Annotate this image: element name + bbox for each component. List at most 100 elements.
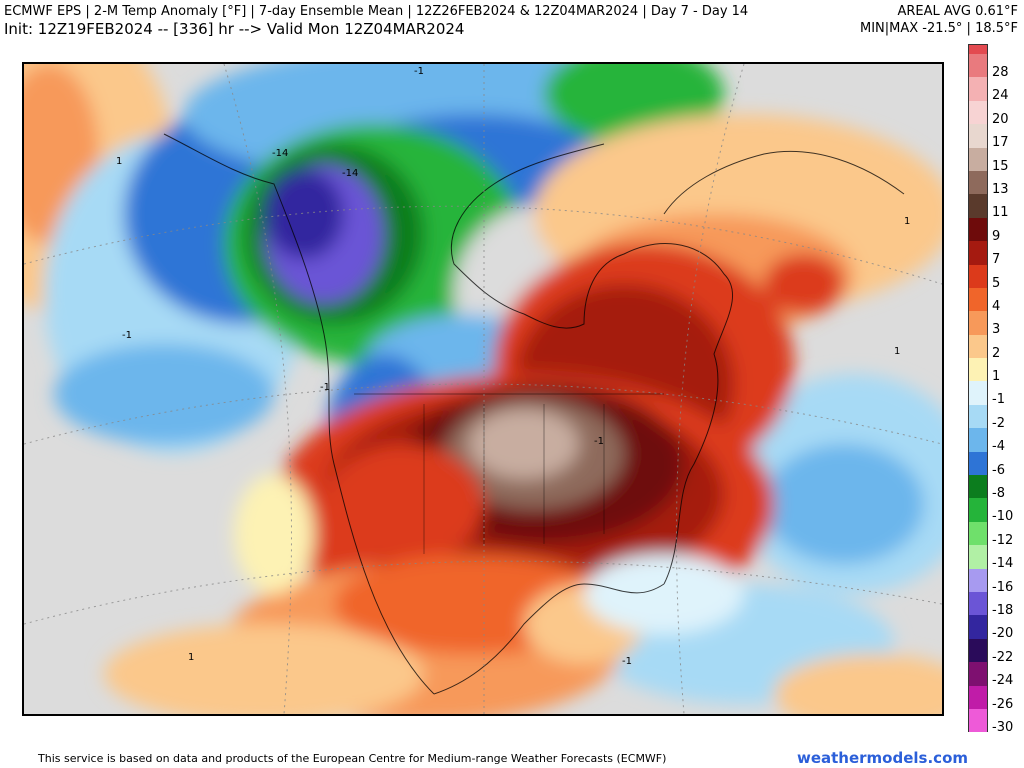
colorbar-legend: 28 24 20 17 15 13 11 9 7 5 4 3 2 1 -1 -2 -4 -6 -8 -10 -12 -14… — [966, 44, 1020, 735]
colorbar-swatch — [968, 77, 988, 101]
colorbar-label: -6 — [992, 462, 1005, 478]
colorbar-label: -8 — [992, 486, 1005, 502]
colorbar-entry: 15 — [966, 147, 1020, 174]
colorbar-swatch — [968, 100, 988, 125]
colorbar-label: 28 — [992, 65, 1009, 80]
colorbar-swatch — [968, 311, 988, 335]
colorbar-swatch — [968, 170, 988, 195]
min-max-values: MIN|MAX -21.5° | 18.5°F — [859, 21, 1018, 36]
brand-link[interactable]: weathermodels.com — [796, 749, 968, 767]
contour-label: -1 — [320, 382, 330, 393]
colorbar-label: 15 — [992, 158, 1009, 174]
colorbar-label: 5 — [992, 275, 1001, 291]
colorbar-entry: 20 — [966, 100, 1020, 127]
contour-label: -14 — [342, 168, 358, 179]
colorbar-label: -22 — [992, 649, 1014, 665]
colorbar-label: 9 — [992, 228, 1001, 244]
colorbar-swatch — [968, 287, 988, 312]
colorbar-entry: 1 — [966, 358, 1020, 383]
colorbar-entry: -26 — [966, 685, 1020, 712]
contour-labels: -1 -14 -14 1 1 -1 -1 1 -1 1 -1 — [116, 66, 910, 667]
colorbar-entry: -6 — [966, 451, 1020, 478]
colorbar-swatch — [968, 591, 988, 616]
colorbar-label: -18 — [992, 602, 1014, 618]
colorbar-label: -12 — [992, 532, 1014, 548]
coastlines — [163, 133, 905, 695]
colorbar-label: 11 — [992, 205, 1009, 221]
colorbar-label: -10 — [992, 509, 1014, 525]
colorbar-swatch — [968, 147, 988, 171]
colorbar-entry: 5 — [966, 264, 1020, 291]
colorbar-entry: -14 — [966, 545, 1020, 572]
contour-label: -14 — [272, 148, 288, 159]
colorbar-label: 20 — [992, 111, 1009, 127]
colorbar-swatch — [968, 241, 988, 265]
contour-label: 1 — [116, 156, 122, 167]
colorbar-label: 2 — [992, 345, 1001, 361]
colorbar-swatch — [968, 428, 988, 452]
colorbar-entry: -16 — [966, 568, 1020, 594]
colorbar-entry: -10 — [966, 498, 1020, 525]
colorbar-label: -30 — [992, 719, 1014, 735]
colorbar-swatch — [968, 124, 988, 148]
init-valid-time: Init: 12Z19FEB2024 -- [336] hr --> Valid… — [4, 20, 465, 38]
areal-average: AREAL AVG 0.61°F — [897, 4, 1019, 19]
colorbar-swatch — [968, 358, 988, 382]
colorbar-label: -2 — [992, 415, 1005, 431]
colorbar-label: -14 — [992, 556, 1014, 572]
colorbar-swatch — [968, 264, 988, 288]
colorbar-entry: -18 — [966, 591, 1020, 618]
colorbar-entry: 7 — [966, 241, 1020, 268]
colorbar-label: 13 — [992, 181, 1009, 197]
colorbar-swatch — [968, 498, 988, 522]
graticule — [24, 64, 942, 714]
contour-label: -1 — [122, 330, 132, 341]
colorbar-entry: 11 — [966, 194, 1020, 221]
colorbar-label: -20 — [992, 626, 1014, 642]
anomaly-map: -1 -14 -14 1 1 -1 -1 1 -1 1 -1 — [22, 62, 944, 716]
colorbar-entry: -30 — [966, 708, 1020, 735]
colorbar-entry: 13 — [966, 170, 1020, 197]
colorbar-swatch — [968, 217, 988, 242]
colorbar-entry: -4 — [966, 428, 1020, 455]
colorbar-swatch — [968, 545, 988, 569]
contour-label: -1 — [622, 656, 632, 667]
colorbar-swatch — [968, 334, 988, 359]
colorbar-swatch — [968, 662, 988, 686]
contour-label: 1 — [188, 652, 194, 663]
colorbar-label: 17 — [992, 135, 1009, 151]
colorbar-entry: -12 — [966, 521, 1020, 548]
colorbar-entry: 3 — [966, 311, 1020, 336]
colorbar-swatch — [968, 708, 988, 733]
colorbar-label: -1 — [992, 392, 1005, 408]
attribution-text: This service is based on data and produc… — [38, 752, 667, 765]
colorbar-swatch — [968, 685, 988, 709]
colorbar-entry: 9 — [966, 217, 1020, 244]
map-title: ECMWF EPS | 2-M Temp Anomaly [°F] | 7-da… — [4, 4, 749, 19]
colorbar-entry: 17 — [966, 124, 1020, 151]
colorbar-entry: -1 — [966, 381, 1020, 408]
colorbar-entry: 4 — [966, 287, 1020, 314]
colorbar-entry: -22 — [966, 638, 1020, 665]
colorbar-swatch — [968, 615, 988, 639]
contour-label: 1 — [904, 216, 910, 227]
colorbar-label: -26 — [992, 696, 1014, 712]
colorbar-entry: 28 — [966, 54, 1020, 80]
colorbar-swatch — [968, 521, 988, 546]
contour-label: 1 — [894, 346, 900, 357]
colorbar-entry: 24 — [966, 77, 1020, 102]
colorbar-swatch — [968, 381, 988, 405]
colorbar-top-cap — [968, 44, 988, 54]
colorbar-swatch — [968, 194, 988, 218]
colorbar-label: -24 — [992, 673, 1014, 689]
colorbar-label: 4 — [992, 298, 1001, 314]
colorbar-swatch — [968, 638, 988, 663]
colorbar-entry: -24 — [966, 662, 1020, 689]
colorbar-swatch — [968, 404, 988, 429]
colorbar-entry: -20 — [966, 615, 1020, 642]
colorbar-entry: -2 — [966, 404, 1020, 431]
colorbar-label: -4 — [992, 439, 1005, 455]
colorbar-swatch — [968, 475, 988, 499]
colorbar-entry: 2 — [966, 334, 1020, 361]
colorbar-label: 7 — [992, 252, 1001, 268]
